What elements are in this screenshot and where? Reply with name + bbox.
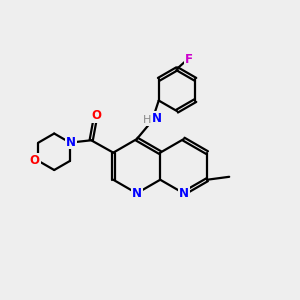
Text: N: N bbox=[179, 187, 189, 200]
Text: O: O bbox=[91, 109, 101, 122]
Text: F: F bbox=[185, 52, 193, 65]
Text: N: N bbox=[132, 187, 142, 200]
Text: N: N bbox=[152, 112, 162, 125]
Text: H: H bbox=[142, 115, 151, 125]
Text: O: O bbox=[30, 154, 40, 167]
Text: N: N bbox=[66, 136, 76, 148]
